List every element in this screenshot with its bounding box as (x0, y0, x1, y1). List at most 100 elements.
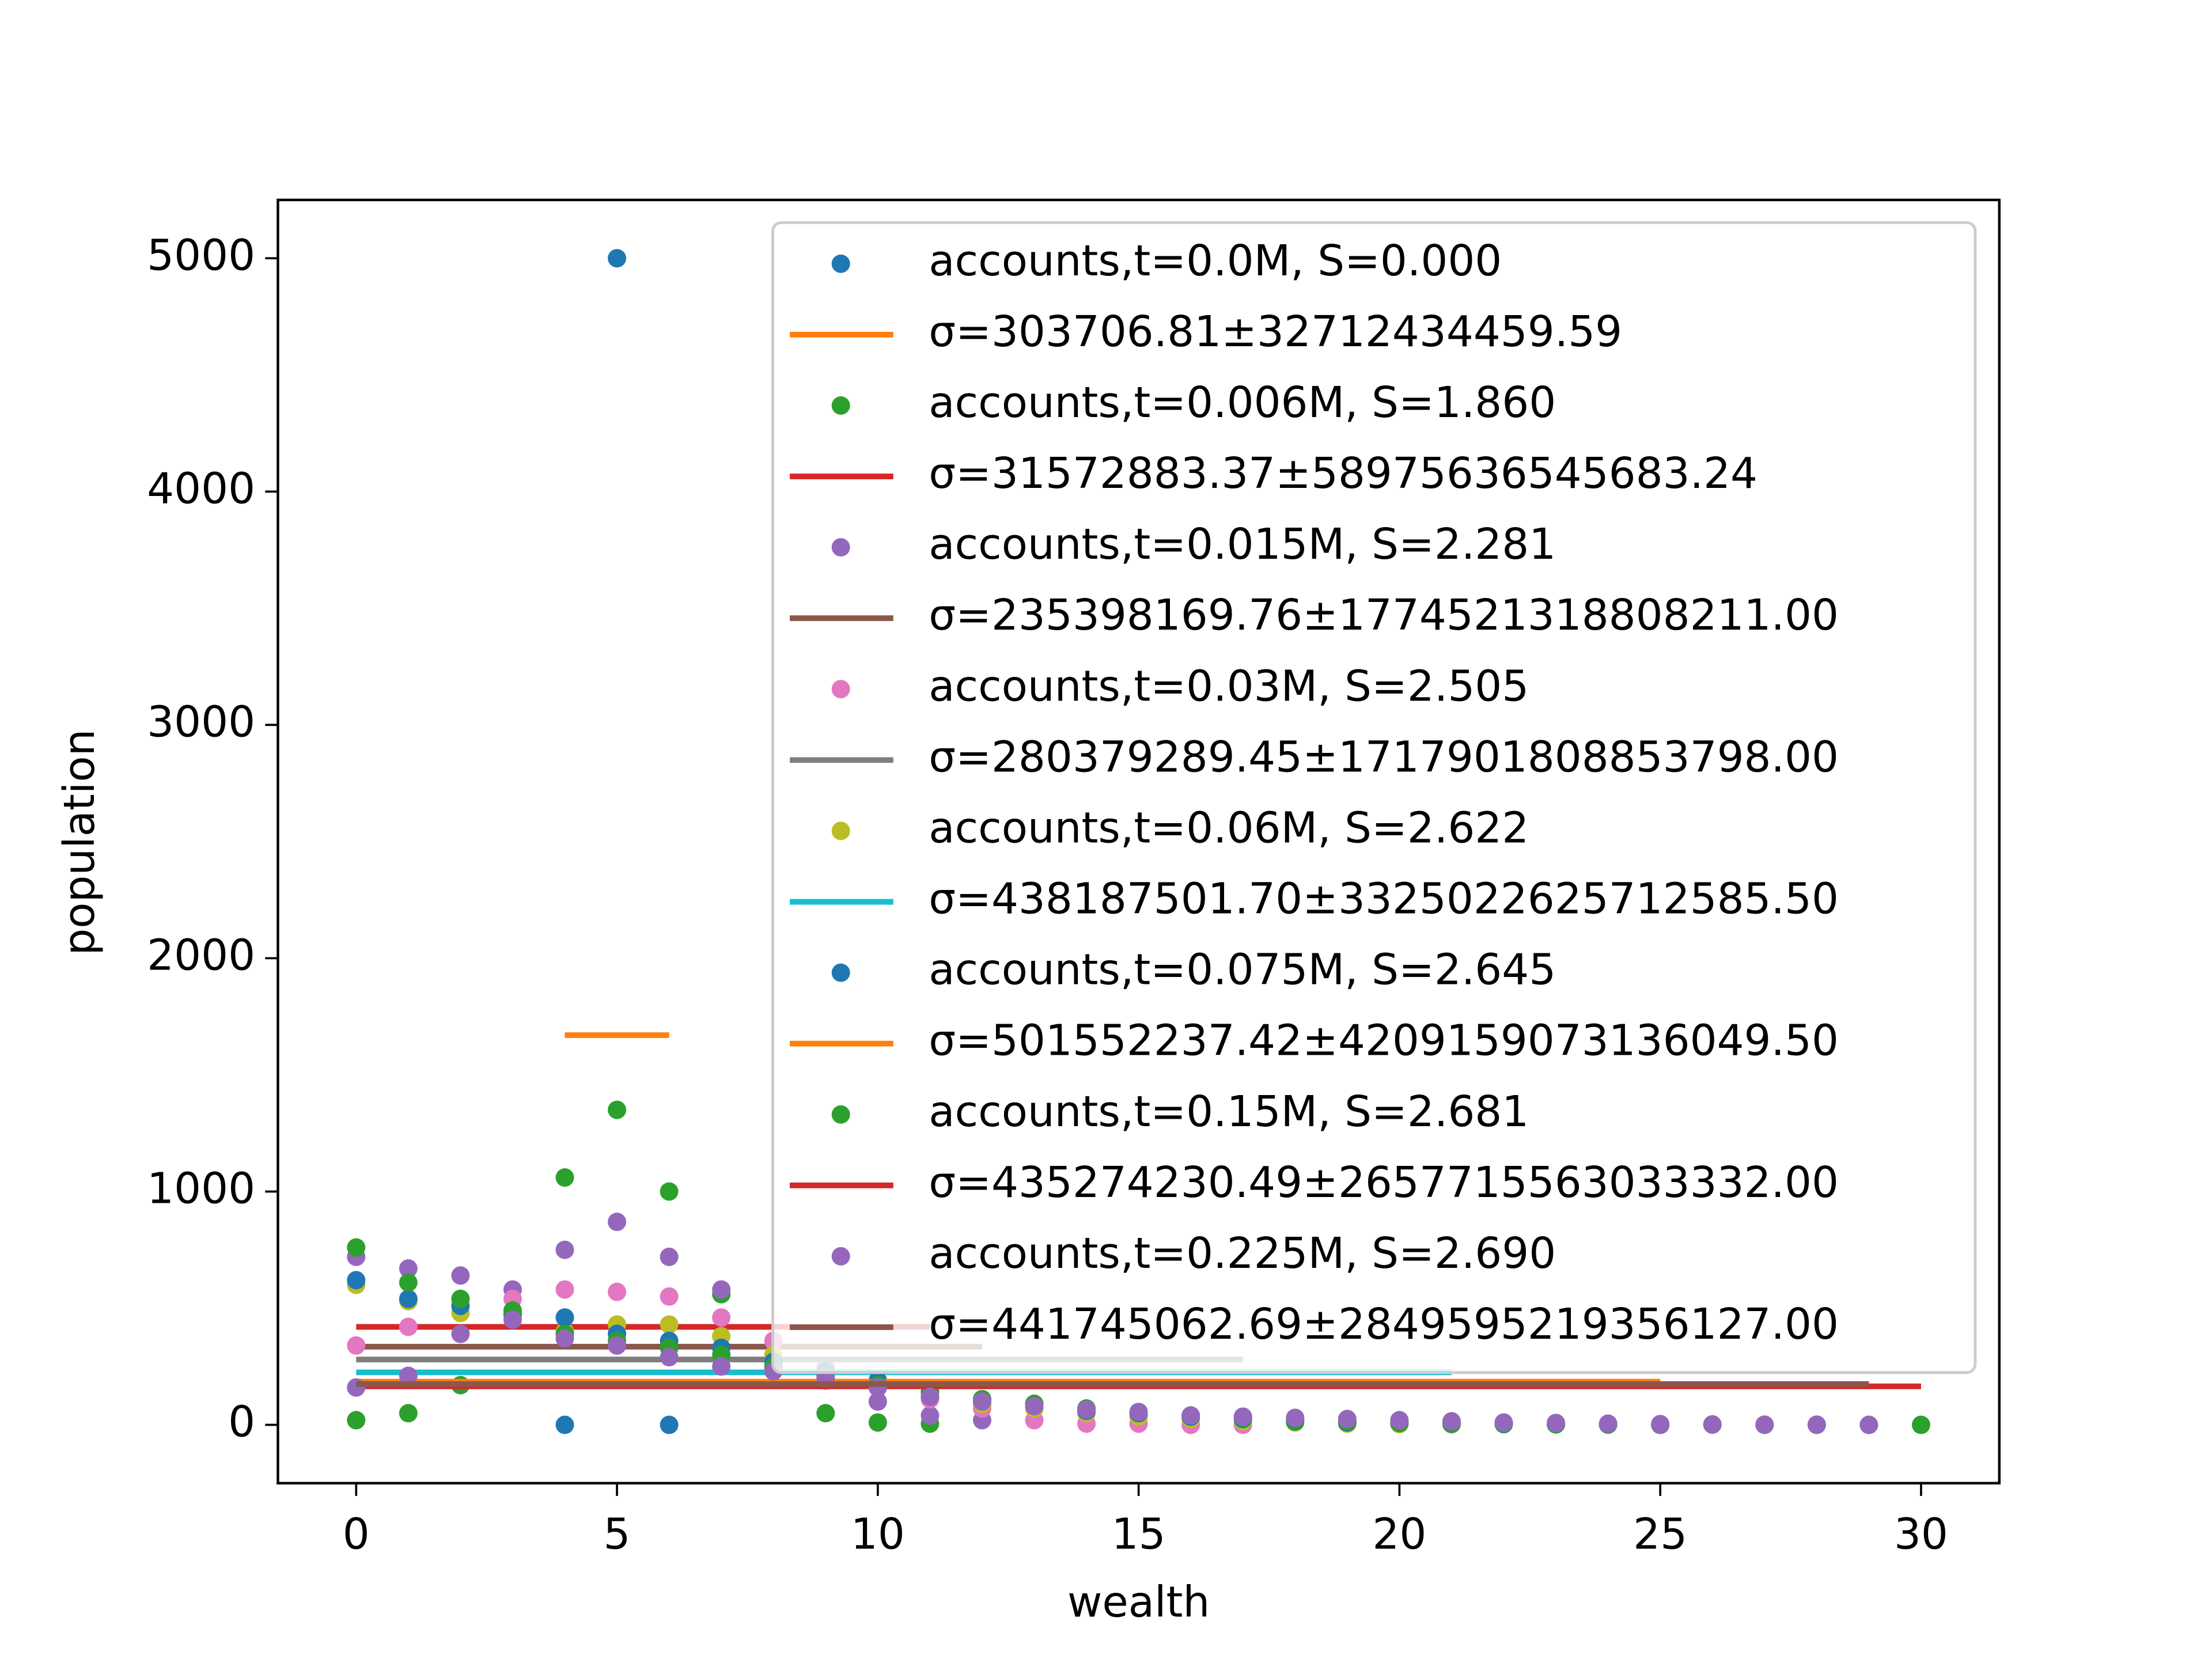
data-point (347, 1271, 366, 1290)
legend-label: σ=303706.81±32712434459.59 (929, 307, 1622, 357)
data-point (868, 1392, 887, 1411)
y-tick-label: 5000 (147, 230, 255, 280)
legend-marker (831, 680, 850, 699)
legend-marker (831, 821, 850, 840)
x-tick-label: 30 (1894, 1509, 1948, 1559)
data-point (555, 1280, 574, 1299)
data-point (1703, 1415, 1722, 1434)
data-point (608, 1213, 627, 1232)
y-tick-label: 1000 (147, 1164, 255, 1213)
data-point (1077, 1400, 1096, 1419)
data-point (660, 1315, 679, 1334)
legend: accounts,t=0.0M, S=0.000 σ=303706.81±3271… (771, 221, 1977, 1374)
data-point (451, 1324, 470, 1343)
legend-label: accounts,t=0.03M, S=2.505 (929, 661, 1529, 711)
legend-label: σ=435274230.49±2657715563033332.00 (929, 1158, 1839, 1207)
legend-marker (831, 396, 850, 415)
legend-label: accounts,t=0.06M, S=2.622 (929, 803, 1529, 853)
data-point (399, 1259, 418, 1278)
y-axis-label: population (55, 729, 104, 956)
x-tick-label: 25 (1633, 1509, 1687, 1559)
data-point (608, 1282, 627, 1301)
data-point (1233, 1407, 1252, 1426)
data-point (816, 1404, 835, 1423)
data-point (1599, 1414, 1618, 1433)
data-point (347, 1336, 366, 1355)
data-point (399, 1289, 418, 1308)
data-point (712, 1280, 731, 1299)
data-point (868, 1378, 887, 1397)
data-point (972, 1392, 991, 1411)
data-point (1651, 1415, 1670, 1434)
data-point (608, 1336, 627, 1355)
data-point (555, 1415, 574, 1434)
legend-marker (831, 1247, 850, 1266)
data-point (555, 1168, 574, 1187)
legend-box (771, 221, 1977, 1374)
legend-marker (831, 538, 850, 557)
x-tick-label: 15 (1112, 1509, 1166, 1559)
x-tick-label: 0 (343, 1509, 370, 1559)
data-point (868, 1413, 887, 1432)
data-point (660, 1415, 679, 1434)
data-point (1911, 1415, 1930, 1434)
data-point (399, 1366, 418, 1385)
data-point (1129, 1403, 1148, 1422)
legend-label: accounts,t=0.075M, S=2.645 (929, 945, 1556, 995)
data-point (660, 1348, 679, 1367)
x-tick-label: 10 (851, 1509, 905, 1559)
data-point (1494, 1413, 1513, 1432)
data-point (399, 1273, 418, 1292)
data-point (347, 1411, 366, 1430)
data-point (608, 249, 627, 268)
data-point (712, 1308, 731, 1327)
legend-label: σ=441745062.69±2849595219356127.00 (929, 1300, 1839, 1349)
data-point (451, 1266, 470, 1285)
legend-label: accounts,t=0.0M, S=0.000 (929, 236, 1502, 286)
data-point (712, 1357, 731, 1376)
y-tick-label: 3000 (147, 697, 255, 747)
data-point (921, 1406, 940, 1425)
legend-label: accounts,t=0.015M, S=2.281 (929, 520, 1556, 569)
x-axis-label: wealth (1067, 1577, 1210, 1627)
y-tick-label: 2000 (147, 930, 255, 980)
y-tick-label: 4000 (147, 464, 255, 513)
data-point (1859, 1415, 1878, 1434)
data-point (1286, 1408, 1305, 1427)
legend-label: σ=501552237.42±4209159073136049.50 (929, 1016, 1839, 1066)
data-point (660, 1287, 679, 1306)
data-point (1755, 1415, 1774, 1434)
data-point (555, 1308, 574, 1327)
data-point (555, 1329, 574, 1348)
data-point (399, 1404, 418, 1423)
x-tick-label: 5 (604, 1509, 631, 1559)
legend-label: σ=31572883.37±58975636545683.24 (929, 449, 1758, 498)
x-tick-label: 20 (1372, 1509, 1426, 1559)
legend-label: accounts,t=0.225M, S=2.690 (929, 1229, 1556, 1278)
data-point (1547, 1414, 1566, 1433)
data-point (608, 1100, 627, 1119)
data-point (1181, 1406, 1200, 1425)
data-point (1807, 1415, 1826, 1434)
legend-label: σ=280379289.45±1717901808853798.00 (929, 732, 1839, 782)
data-point (347, 1238, 366, 1257)
legend-label: accounts,t=0.15M, S=2.681 (929, 1087, 1529, 1137)
data-point (347, 1378, 366, 1397)
legend-label: σ=438187501.70±3325022625712585.50 (929, 874, 1839, 924)
legend-label: accounts,t=0.006M, S=1.860 (929, 378, 1556, 427)
plot-frame (276, 198, 2001, 1484)
data-point (660, 1182, 679, 1201)
data-point (451, 1289, 470, 1308)
legend-marker (831, 963, 850, 982)
data-point (1390, 1411, 1409, 1430)
data-point (555, 1240, 574, 1259)
data-point (399, 1317, 418, 1336)
data-point (660, 1247, 679, 1266)
data-point (921, 1387, 940, 1406)
y-tick-label: 0 (228, 1397, 255, 1447)
legend-label: σ=235398169.76±177452131880821​1.00 (929, 590, 1839, 640)
data-point (503, 1310, 522, 1330)
data-point (1442, 1412, 1461, 1431)
